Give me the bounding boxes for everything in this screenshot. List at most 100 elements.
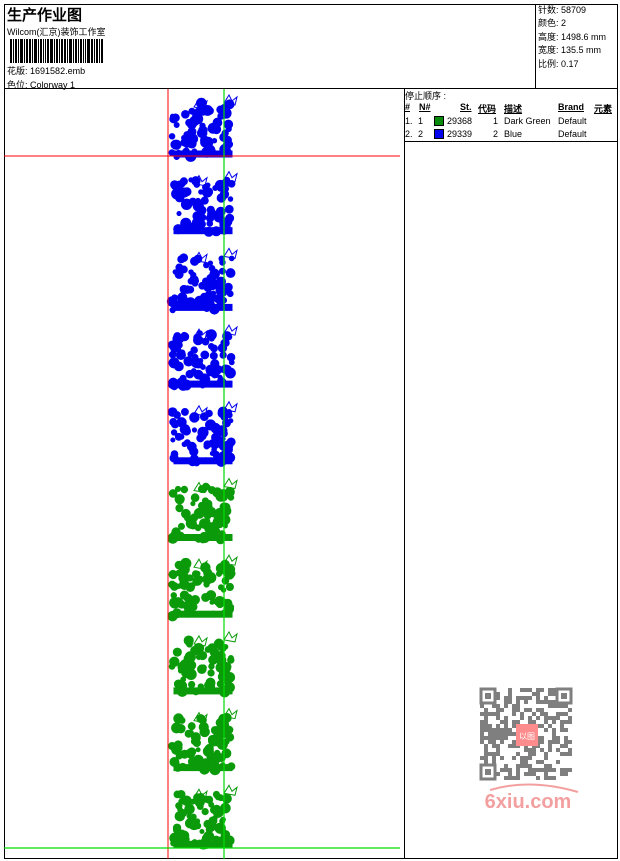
table-row[interactable]: 1. 1 29368 1 Dark Green Default [405, 115, 618, 128]
design-file: 花版: 1691582.emb [7, 64, 85, 77]
barcode-bar [59, 39, 60, 63]
col-code: 代码 [478, 104, 497, 114]
preview-canvas [4, 89, 400, 859]
colorway-label: 色位: [7, 80, 28, 90]
colorway: 色位: Colorway 1 [7, 78, 75, 91]
embroidery-motif [168, 630, 238, 698]
info-label: 颜色: [538, 18, 559, 29]
barcode-bar [26, 39, 28, 63]
embroidery-motif [169, 784, 238, 850]
embroidery-motif [170, 170, 238, 237]
barcode-bar [80, 39, 82, 63]
barcode-bar [69, 39, 72, 63]
info-label: 宽度: [538, 45, 559, 56]
watermark-text: 6xiu.com [485, 791, 572, 813]
col-brand: Brand [558, 102, 585, 112]
row-st: 29368 [447, 116, 473, 126]
barcode-bar [29, 39, 31, 63]
embroidery-motif [167, 400, 238, 467]
col-n: N# [419, 102, 431, 112]
embroidery-motif [166, 247, 238, 315]
barcode-bar [20, 39, 23, 63]
embroidery-motif [167, 554, 238, 622]
barcode-bar [34, 39, 37, 63]
info-value: 135.5 mm [561, 45, 602, 56]
design-label: 花版: [7, 66, 28, 76]
row-brand: Default [558, 116, 587, 126]
company-name: Wilcom(汇京)装饰工作室 [7, 27, 106, 37]
row-desc: Blue [504, 129, 523, 139]
barcode-bar [47, 39, 49, 63]
barcode-bar [50, 39, 53, 63]
barcode [10, 39, 103, 63]
col-st: St. [460, 102, 472, 112]
barcode-bar [32, 39, 33, 63]
barcode-bar [15, 39, 17, 63]
page-frame [4, 4, 618, 859]
barcode-bar [87, 39, 90, 63]
barcode-bar [45, 39, 46, 63]
barcode-bar [54, 39, 55, 63]
row-st: 29339 [447, 129, 473, 139]
barcode-bar [13, 39, 14, 63]
barcode-bar [91, 39, 93, 63]
barcode-bar [73, 39, 74, 63]
design-preview [4, 89, 405, 859]
info-row: 高度: 1498.6 mm [536, 31, 618, 44]
stop-sequence-table: 停止顺序 : # N# St. 代码 描述 Brand 元素 1. 1 29368 1… [405, 89, 618, 142]
embroidery-motif [167, 324, 238, 391]
stop-sequence-title: 停止顺序 : [405, 91, 447, 101]
info-value: 2 [561, 18, 567, 29]
embroidery-motif [167, 477, 238, 545]
row-num: 2. [405, 129, 413, 139]
col-num: # [405, 102, 411, 112]
watermark: 以图 6xiu.com [470, 680, 586, 815]
table-row[interactable]: 2. 2 29339 2 Blue Default [405, 128, 618, 141]
barcode-bar [78, 39, 79, 63]
info-label: 比例: [538, 58, 559, 69]
info-value: 1498.6 mm [561, 31, 607, 42]
barcode-bar [96, 39, 98, 63]
barcode-bar [38, 39, 39, 63]
color-swatch [434, 116, 444, 126]
colorway-value: Colorway 1 [30, 80, 76, 90]
row-code: 1 [493, 116, 499, 126]
embroidery-motif [168, 707, 238, 776]
design-value: 1691582.emb [30, 66, 86, 76]
barcode-bar [67, 39, 68, 63]
barcode-bar [64, 39, 66, 63]
barcode-bar [61, 39, 63, 63]
barcode-bar [83, 39, 84, 63]
info-value: 58709 [561, 5, 587, 15]
barcode-bar [101, 39, 103, 63]
barcode-bar [99, 39, 100, 63]
row-n: 1 [418, 116, 424, 126]
barcode-bar [18, 39, 19, 63]
barcode-bar [24, 39, 25, 63]
row-num: 1. [405, 116, 413, 126]
info-value: 0.17 [561, 58, 579, 69]
row-desc: Dark Green [504, 116, 551, 126]
header: 生产作业图 Wilcom(汇京)装饰工作室 花版: 1691582.emb 色位… [4, 4, 618, 91]
info-label: 高度: [538, 31, 559, 42]
col-element: 元素 [594, 104, 613, 114]
color-swatch [434, 129, 444, 139]
page-title: 生产作业图 [7, 6, 83, 24]
barcode-bar [43, 39, 44, 63]
qr-code-icon: 以图 6xiu.com [479, 687, 579, 813]
info-panel: 针数: 58709 颜色: 2 高度: 1498.6 mm 宽度: 135.5 mm 比… [535, 4, 618, 89]
barcode-bar [40, 39, 42, 63]
barcode-bar [75, 39, 77, 63]
barcode-bar [56, 39, 58, 63]
info-row: 颜色: 2 [536, 17, 618, 30]
barcode-bar [85, 39, 86, 63]
info-row: 针数: 58709 [536, 4, 618, 17]
row-brand: Default [558, 129, 587, 139]
watermark-seal: 以图 [519, 732, 535, 741]
barcode-bar [94, 39, 95, 63]
info-row: 比例: 0.17 [536, 58, 618, 71]
embroidery-motif [168, 93, 238, 162]
info-row: 宽度: 135.5 mm [536, 44, 618, 57]
info-label: 针数: [538, 5, 559, 15]
row-code: 2 [493, 129, 499, 139]
